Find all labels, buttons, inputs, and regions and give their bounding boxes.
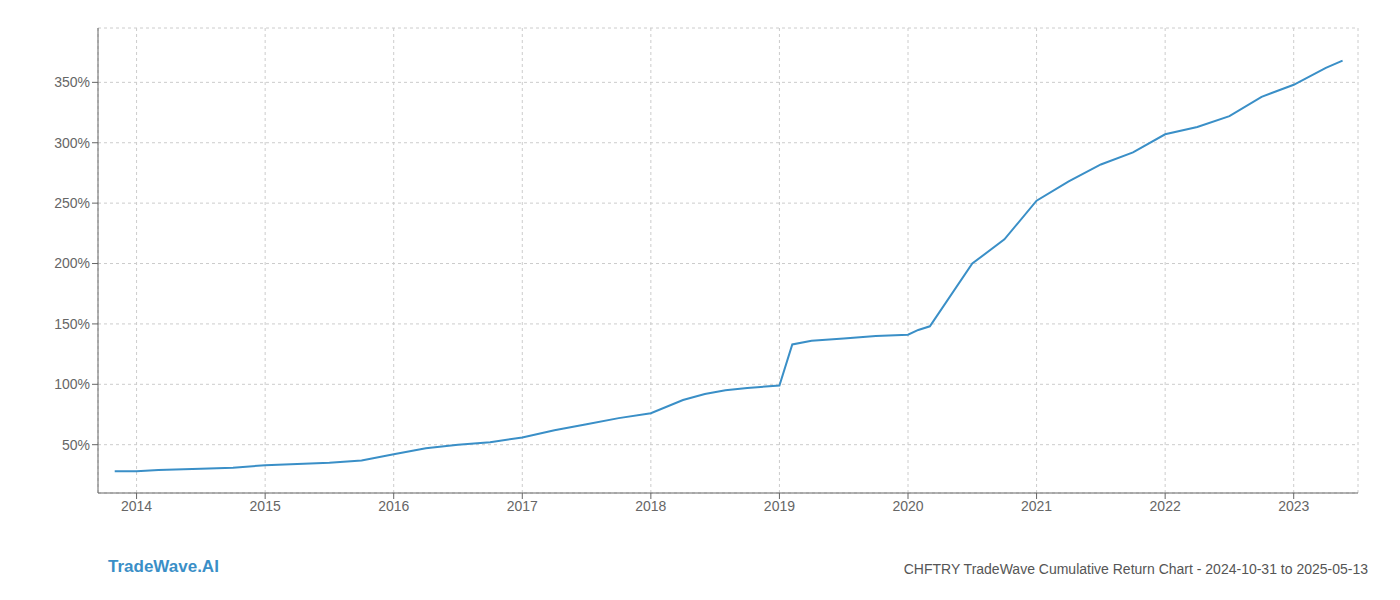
svg-text:150%: 150% — [54, 316, 90, 332]
svg-text:2014: 2014 — [121, 498, 152, 514]
svg-text:2022: 2022 — [1150, 498, 1181, 514]
svg-text:2017: 2017 — [507, 498, 538, 514]
svg-text:100%: 100% — [54, 376, 90, 392]
svg-text:2019: 2019 — [764, 498, 795, 514]
html-text:TradeWave.AI: TradeWave.AI — [108, 557, 219, 576]
svg-text:250%: 250% — [54, 195, 90, 211]
svg-text:2023: 2023 — [1278, 498, 1309, 514]
svg-text:350%: 350% — [54, 74, 90, 90]
svg-text:2015: 2015 — [250, 498, 281, 514]
svg-text:2020: 2020 — [892, 498, 923, 514]
svg-text:300%: 300% — [54, 135, 90, 151]
svg-text:50%: 50% — [62, 437, 90, 453]
svg-text:2016: 2016 — [378, 498, 409, 514]
svg-text:2021: 2021 — [1021, 498, 1052, 514]
svg-text:200%: 200% — [54, 255, 90, 271]
html-text:CHFTRY TradeWave Cumulative Re: CHFTRY TradeWave Cumulative Return Chart… — [903, 561, 1368, 577]
svg-text:2018: 2018 — [635, 498, 666, 514]
